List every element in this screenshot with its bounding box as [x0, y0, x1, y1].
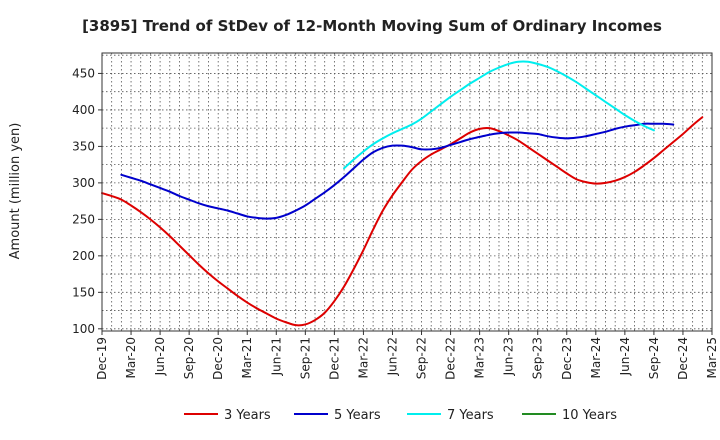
y-tick-label: 150	[72, 285, 95, 299]
legend-label-7-years: 7 Years	[447, 408, 494, 423]
grid-layer	[102, 53, 712, 331]
x-tick-label: Jun-20	[153, 337, 167, 376]
y-tick-label: 200	[72, 249, 95, 263]
y-tick-label: 300	[72, 176, 95, 190]
x-tick-label: Mar-25	[705, 337, 719, 378]
legend-label-10-years: 10 Years	[562, 408, 617, 423]
x-tick-label: Mar-23	[473, 337, 487, 378]
legend: 3 Years 5 Years 7 Years 10 Years	[184, 408, 617, 423]
x-tick-label: Dec-19	[95, 337, 109, 380]
series-line-3-years	[101, 116, 704, 327]
x-tick-label: Sep-22	[415, 337, 429, 379]
y-axis-label: Amount (million yen)	[8, 123, 23, 260]
y-tick-label: 350	[72, 139, 95, 153]
series-layer	[101, 60, 704, 327]
y-tick-label: 250	[72, 212, 95, 226]
x-tick-label: Sep-20	[182, 337, 196, 379]
x-tick-label: Sep-23	[531, 337, 545, 379]
x-tick-label: Mar-24	[589, 337, 603, 378]
x-tick-label: Mar-22	[356, 337, 370, 378]
y-tick-label: 400	[72, 103, 95, 117]
y-tick-labels: 100 150 200 250 300 350 400 450	[72, 66, 102, 336]
x-tick-label: Sep-21	[298, 337, 312, 379]
y-tick-label: 100	[72, 322, 95, 336]
x-tick-label: Dec-20	[211, 337, 225, 380]
legend-label-3-years: 3 Years	[224, 408, 271, 423]
x-tick-label: Jun-22	[385, 337, 399, 376]
x-tick-label: Dec-21	[327, 337, 341, 380]
x-tick-label: Jun-23	[502, 337, 516, 376]
x-tick-labels: Dec-19 Mar-20 Jun-20 Sep-20 Dec-20 Mar-21 Jun-…	[95, 331, 719, 380]
series-line-5-years	[120, 122, 675, 220]
legend-label-5-years: 5 Years	[334, 408, 381, 423]
plot-area-frame	[101, 52, 713, 332]
chart-title: [3895] Trend of StDev of 12-Month Moving…	[82, 17, 662, 35]
x-tick-label: Sep-24	[647, 337, 661, 379]
x-tick-label: Mar-21	[240, 337, 254, 378]
x-tick-label: Jun-24	[618, 337, 632, 376]
x-tick-label: Mar-20	[124, 337, 138, 378]
series-line-7-years	[343, 60, 655, 170]
x-tick-label: Dec-24	[676, 337, 690, 380]
x-tick-label: Dec-22	[444, 337, 458, 380]
x-tick-label: Jun-21	[269, 337, 283, 376]
x-tick-label: Dec-23	[560, 337, 574, 380]
y-tick-label: 450	[72, 66, 95, 80]
